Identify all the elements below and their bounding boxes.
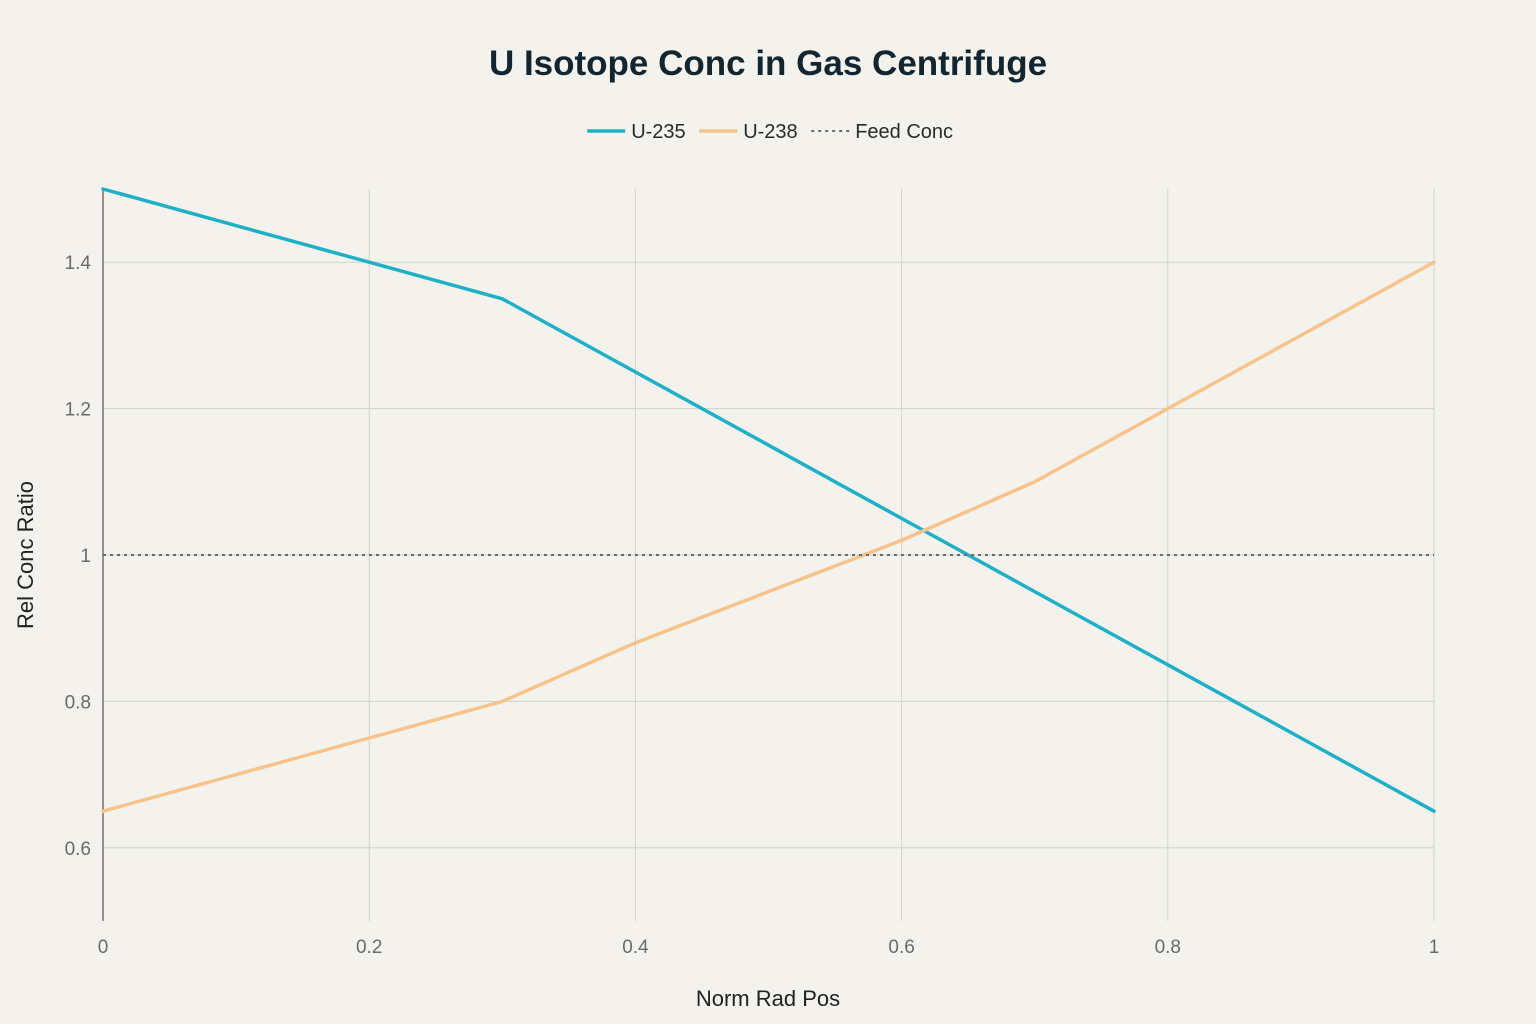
- x-tick-label: 0.2: [356, 937, 382, 958]
- legend-label: U-235: [631, 121, 685, 143]
- legend-label: Feed Conc: [855, 121, 953, 143]
- x-tick-label: 0.8: [1155, 937, 1181, 958]
- grid: [103, 189, 1435, 921]
- tick-labels: 0 0.2 0.4 0.6 0.8 1 0.6 0.8 1 1.2 1.4: [65, 253, 1440, 958]
- x-tick-label: 0.4: [622, 937, 649, 958]
- chart-title: U Isotope Conc in Gas Centrifuge: [489, 44, 1047, 83]
- y-tick-label: 0.8: [65, 692, 91, 713]
- x-tick-label: 1: [1429, 937, 1440, 958]
- x-axis-title: Norm Rad Pos: [696, 986, 840, 1011]
- series-line-u-235: [101, 187, 1436, 813]
- series-layer: [101, 187, 1436, 813]
- x-tick-label: 0.6: [888, 937, 914, 958]
- y-tick-label: 1.4: [65, 253, 92, 274]
- y-axis-title: Rel Conc Ratio: [13, 481, 38, 629]
- legend-item-feed-conc: Feed Conc: [811, 121, 953, 143]
- legend: U-235 U-238 Feed Conc: [587, 121, 953, 143]
- legend-item-u-235: U-235: [587, 121, 686, 143]
- legend-item-u-238: U-238: [699, 121, 798, 143]
- legend-label: U-238: [743, 121, 797, 143]
- x-tick-label: 0: [98, 937, 109, 958]
- y-tick-label: 1.2: [65, 400, 91, 421]
- series-line-u-238: [101, 260, 1436, 813]
- y-tick-label: 1: [80, 546, 91, 567]
- y-tick-label: 0.6: [65, 839, 91, 860]
